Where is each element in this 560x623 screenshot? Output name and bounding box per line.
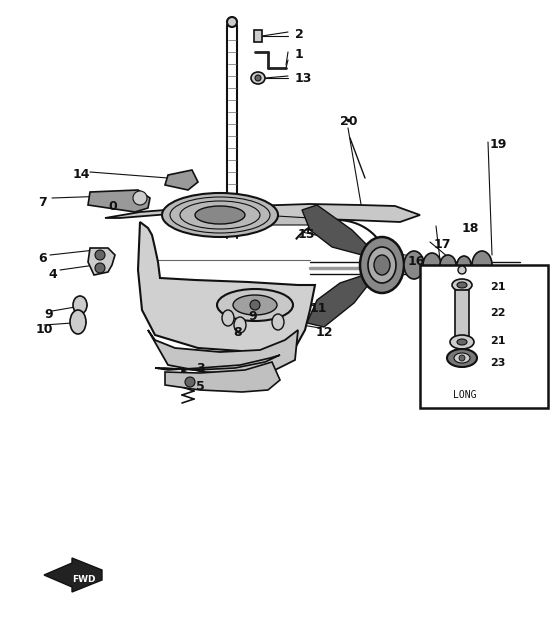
- Text: 1: 1: [295, 48, 304, 61]
- Polygon shape: [165, 362, 280, 392]
- Bar: [455, 290, 469, 338]
- Ellipse shape: [222, 310, 234, 326]
- Text: 4: 4: [48, 268, 57, 281]
- Ellipse shape: [457, 339, 467, 345]
- Ellipse shape: [447, 349, 477, 367]
- Text: 6: 6: [38, 252, 46, 265]
- Ellipse shape: [454, 353, 470, 363]
- Polygon shape: [138, 222, 315, 352]
- Ellipse shape: [70, 310, 86, 334]
- Ellipse shape: [227, 17, 237, 27]
- Text: FWD: FWD: [72, 576, 96, 584]
- Text: 10: 10: [36, 323, 54, 336]
- Ellipse shape: [452, 279, 472, 291]
- Text: 16: 16: [408, 255, 426, 268]
- Ellipse shape: [162, 193, 278, 237]
- Text: 3: 3: [196, 362, 204, 375]
- Text: 11: 11: [310, 302, 328, 315]
- Ellipse shape: [233, 295, 277, 315]
- Text: 5: 5: [196, 380, 205, 393]
- Ellipse shape: [250, 300, 260, 310]
- Text: 19: 19: [490, 138, 507, 151]
- Ellipse shape: [423, 253, 441, 277]
- Text: 18: 18: [462, 222, 479, 235]
- Polygon shape: [148, 330, 298, 375]
- Text: 20: 20: [340, 115, 357, 128]
- Ellipse shape: [457, 256, 471, 274]
- Polygon shape: [88, 190, 150, 212]
- Text: 9: 9: [248, 310, 256, 323]
- Text: 8: 8: [233, 326, 241, 339]
- Ellipse shape: [185, 377, 195, 387]
- Text: 0: 0: [108, 200, 116, 213]
- Ellipse shape: [95, 250, 105, 260]
- Text: 13: 13: [295, 72, 312, 85]
- Polygon shape: [105, 204, 420, 222]
- Ellipse shape: [133, 191, 147, 205]
- Ellipse shape: [360, 237, 404, 293]
- Ellipse shape: [457, 282, 467, 288]
- Ellipse shape: [73, 296, 87, 314]
- Ellipse shape: [404, 251, 424, 279]
- Text: 12: 12: [316, 326, 334, 339]
- Ellipse shape: [95, 263, 105, 273]
- Ellipse shape: [251, 72, 265, 84]
- Ellipse shape: [458, 266, 466, 274]
- Polygon shape: [307, 273, 374, 327]
- Text: 23: 23: [490, 358, 505, 368]
- Polygon shape: [44, 558, 102, 592]
- Polygon shape: [254, 30, 262, 42]
- Bar: [420, 265, 548, 408]
- Ellipse shape: [217, 289, 293, 321]
- Ellipse shape: [440, 255, 456, 275]
- Ellipse shape: [368, 247, 396, 283]
- Text: 2: 2: [295, 28, 304, 41]
- Text: LONG: LONG: [453, 390, 477, 400]
- Text: 21: 21: [490, 282, 506, 292]
- Ellipse shape: [255, 75, 261, 81]
- Polygon shape: [215, 215, 310, 225]
- Text: 14: 14: [73, 168, 91, 181]
- Polygon shape: [155, 355, 280, 370]
- Text: 15: 15: [298, 228, 315, 241]
- Text: 9: 9: [44, 308, 53, 321]
- Polygon shape: [165, 170, 198, 190]
- Polygon shape: [302, 205, 374, 257]
- Text: 7: 7: [38, 196, 46, 209]
- Ellipse shape: [195, 206, 245, 224]
- Ellipse shape: [472, 251, 492, 279]
- Ellipse shape: [234, 317, 246, 333]
- Text: 22: 22: [490, 308, 506, 318]
- Ellipse shape: [272, 314, 284, 330]
- Polygon shape: [88, 248, 115, 275]
- Text: 17: 17: [434, 238, 451, 251]
- Text: 21: 21: [490, 336, 506, 346]
- Ellipse shape: [450, 335, 474, 349]
- Ellipse shape: [459, 355, 465, 361]
- Ellipse shape: [374, 255, 390, 275]
